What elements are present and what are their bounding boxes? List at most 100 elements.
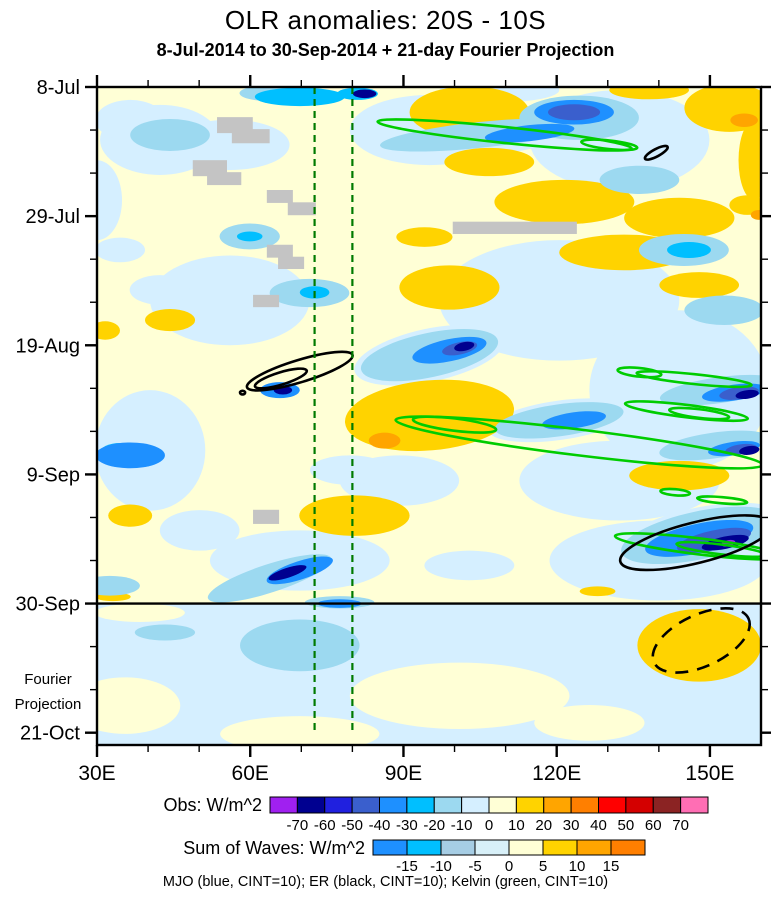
er-contours [238, 144, 761, 674]
missing-data-rect [452, 221, 577, 234]
waves-colorbar-tick-label: 10 [569, 858, 586, 875]
waves-colorbar-cell [508, 839, 544, 856]
waves-colorbar-cell [406, 839, 442, 856]
missing-data-rect [266, 244, 293, 258]
obs-colorbar-tick-label: -50 [341, 817, 363, 834]
x-tick-label: 60E [232, 762, 269, 785]
anomaly-blob [254, 87, 345, 107]
anomaly-blob [129, 275, 190, 305]
obs-colorbar-cell [515, 796, 545, 814]
anomaly-blob [548, 104, 601, 121]
anomaly-blob [739, 445, 760, 455]
plot-frame [95, 85, 763, 747]
obs-colorbar-tick-label: 50 [618, 817, 635, 834]
anomaly-blob [97, 575, 140, 596]
waves-colorbar-cell [474, 839, 510, 856]
waves-colorbar-tick-label: 5 [539, 858, 547, 875]
x-tick-label: 90E [385, 762, 422, 785]
obs-colorbar-cell [351, 796, 380, 814]
y-tick-label: 9-Sep [27, 464, 80, 486]
anomaly-blob [750, 209, 761, 220]
kelvin-contour [659, 487, 692, 497]
obs-colorbar-cell [406, 796, 435, 814]
obs-colorbar-cell [269, 796, 298, 814]
missing-data-rect [278, 256, 305, 270]
kelvin-contour [675, 540, 761, 559]
obs-colorbar-cell [680, 796, 709, 814]
er-contour-negative-dashed [651, 607, 752, 674]
kelvin-contour [376, 118, 633, 152]
missing-data-rect [287, 202, 316, 216]
anomaly-blob [738, 120, 761, 201]
kelvin-contour [580, 138, 639, 152]
missing-data-rect [253, 509, 280, 524]
chart-subtitle: 8-Jul-2014 to 30-Sep-2014 + 21-day Fouri… [156, 40, 615, 60]
x-tick-label: 150E [685, 762, 734, 785]
anomaly-blob [349, 662, 570, 730]
anomaly-blob [396, 227, 453, 247]
obs-colorbar-tick-label: 20 [535, 817, 552, 834]
obs-colorbar-tick-label: -20 [423, 817, 445, 834]
anomaly-blob [444, 147, 535, 177]
anomaly-blob [684, 295, 761, 325]
waves-colorbar-tick-label: -10 [430, 858, 452, 875]
kelvin-contour [411, 415, 498, 434]
obs-colorbar-cell [570, 796, 599, 814]
waves-colorbar-cell [576, 839, 612, 856]
anomaly-blob [454, 341, 475, 352]
anomaly-blob [145, 308, 196, 332]
anomaly-blob [368, 432, 401, 449]
anomaly-blob [108, 504, 153, 527]
x-tick-label: 30E [78, 762, 115, 785]
anomaly-blob [309, 455, 390, 485]
obs-colorbar-label: Obs: W/m^2 [164, 795, 262, 815]
kelvin-contour [667, 406, 731, 421]
kelvin-contour [695, 495, 749, 506]
anomaly-blob [659, 272, 740, 298]
anomaly-blob [97, 603, 185, 623]
y-tick-label: 19-Aug [16, 335, 81, 357]
anomaly-blob [599, 165, 680, 195]
obs-colorbar-tick-label: 30 [563, 817, 580, 834]
anomaly-blob [624, 197, 735, 239]
er-contour [238, 389, 247, 396]
obs-colorbar-cell [433, 796, 463, 814]
anomaly-blob [268, 565, 307, 581]
y-tick-label: 30-Sep [16, 594, 81, 616]
obs-colorbar-tick-label: 60 [645, 817, 662, 834]
anomaly-blob [542, 411, 606, 430]
kelvin-contour [394, 415, 761, 470]
anomaly-blob [667, 241, 711, 258]
anomaly-field-layer [97, 87, 761, 745]
missing-data-rect [253, 294, 280, 308]
obs-colorbar-cell [652, 796, 682, 814]
er-contour [253, 367, 309, 390]
er-contour [618, 514, 761, 572]
waves-colorbar-cell [542, 839, 578, 856]
kelvin-contours [376, 118, 761, 561]
waves-colorbar-cell [440, 839, 476, 856]
fourier-projection-label: Projection [15, 696, 82, 713]
obs-colorbar-tick-label: 70 [672, 817, 689, 834]
waves-colorbar-label: Sum of Waves: W/m^2 [183, 838, 365, 858]
anomaly-blob [730, 113, 758, 127]
obs-colorbar-cell [625, 796, 654, 814]
anomaly-blob [609, 87, 689, 100]
missing-data-rect [266, 190, 293, 203]
obs-colorbar-cell [324, 796, 353, 814]
anomaly-blob [735, 389, 759, 400]
anomaly-blob [130, 118, 210, 151]
obs-colorbar-cell [488, 796, 517, 814]
axes: 30E 60E 90E 120E 150E 8-Jul 29-Jul 19-Aug 9-Sep 3… [15, 75, 771, 785]
anomaly-blob [352, 89, 377, 99]
waves-colorbar-tick-label: 15 [603, 858, 620, 875]
obs-colorbar-tick-label: -60 [314, 817, 336, 834]
kelvin-contour [635, 370, 753, 389]
x-tick-label: 120E [532, 762, 581, 785]
kelvin-contour [613, 532, 761, 561]
obs-colorbar-tick-label: -10 [451, 817, 473, 834]
obs-colorbar-tick-label: 40 [590, 817, 607, 834]
y-tick-label: 21-Oct [20, 723, 80, 745]
obs-colorbar-tick-label: 0 [485, 817, 493, 834]
